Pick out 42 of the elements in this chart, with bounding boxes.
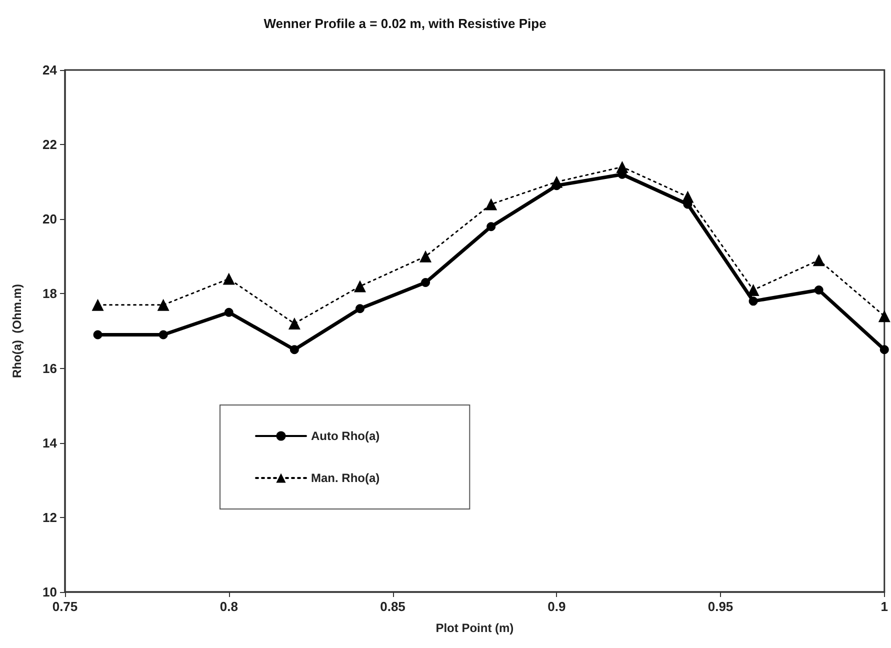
chart-title: Wenner Profile a = 0.02 m, with Resistive Pipe [264,16,546,31]
point [93,330,102,340]
y-tick-label: 12 [42,510,57,525]
y-tick-label: 22 [42,137,57,152]
point [550,176,563,188]
point [421,278,430,288]
x-tick-label: 0.9 [548,599,566,614]
y-tick-label: 18 [42,286,57,302]
point [222,272,235,285]
point [420,250,432,262]
point [880,345,889,354]
x-tick-label: 0.85 [380,599,406,614]
point [485,198,498,210]
point [158,330,168,340]
point [747,284,760,296]
point [616,160,628,173]
point [486,222,496,232]
legend-label: Auto Rho(a) [311,429,380,443]
point [224,308,234,317]
point [682,190,694,203]
x-tick-label: 0.8 [220,599,238,614]
y-axis-title: Rho(a) (Ohm.m) [10,284,24,378]
y-tick-label: 20 [42,212,57,227]
point [354,280,366,292]
y-tick-label: 10 [42,584,57,600]
legend-label: Man. Rho(a) [311,471,380,485]
y-tick-label: 24 [42,62,58,78]
point [288,318,300,330]
y-tick-label: 16 [42,360,57,376]
point [355,304,364,314]
point [878,310,890,322]
x-tick-label: 0.95 [708,599,734,614]
point [814,285,824,294]
x-tick-label: 1 [880,599,888,614]
x-axis-title: Plot Point (m) [436,621,514,635]
x-tick-label: 0.75 [52,599,78,614]
point [92,298,104,311]
point [290,345,299,354]
point [157,298,170,311]
point [748,296,758,306]
y-tick-label: 14 [42,435,58,450]
point [812,254,825,266]
